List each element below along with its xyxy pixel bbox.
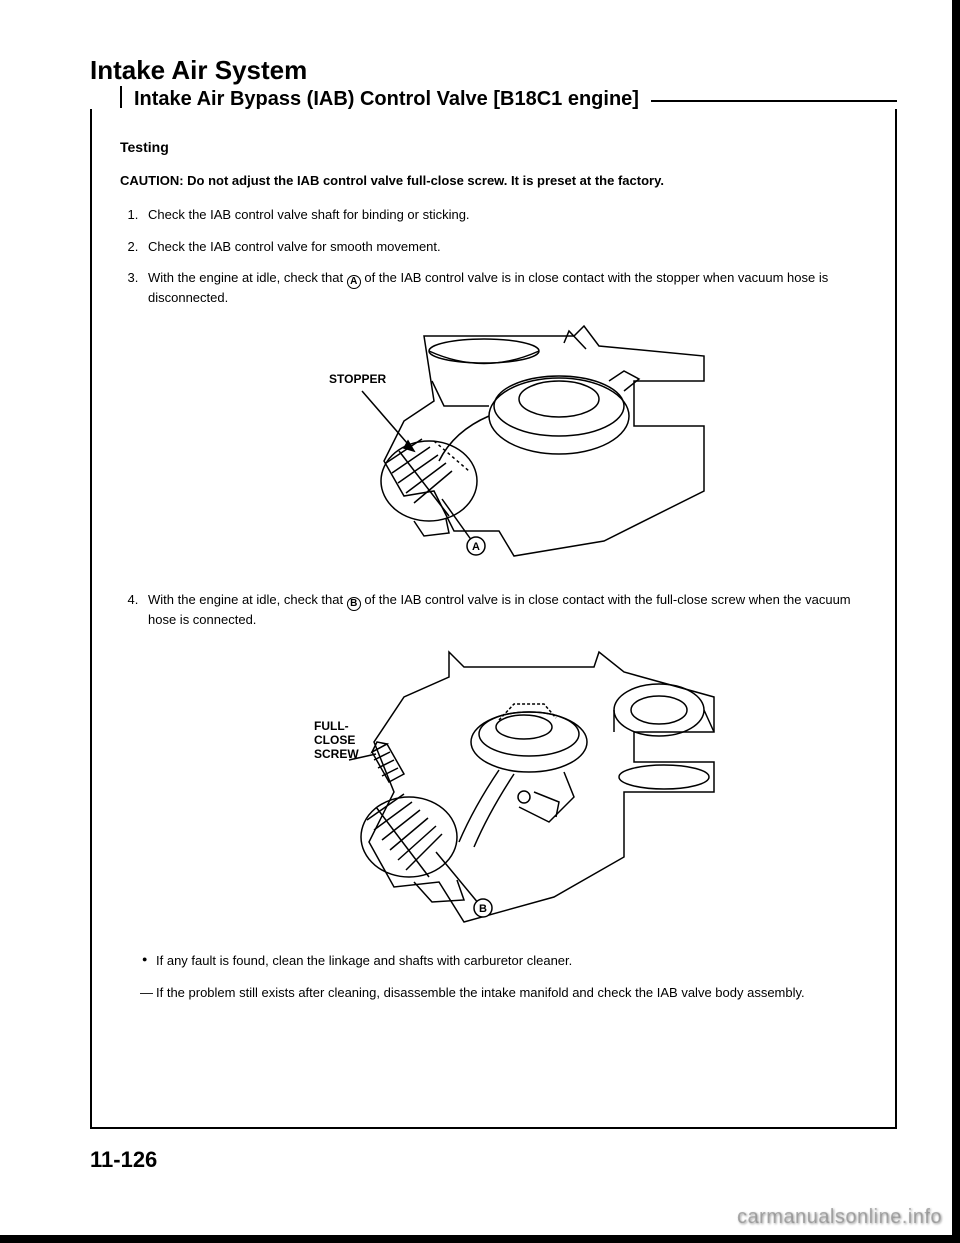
watermark: carmanualsonline.info <box>737 1206 942 1229</box>
subtitle-row: Intake Air Bypass (IAB) Control Valve [B… <box>120 88 897 111</box>
caution-label: CAUTION: <box>120 173 184 188</box>
full-close-label-3: SCREW <box>314 747 359 761</box>
page-title: Intake Air System <box>90 55 897 86</box>
content-box: Testing CAUTION: Do not adjust the IAB c… <box>90 109 897 1129</box>
marker-b-label: B <box>479 903 487 915</box>
stopper-label: STOPPER <box>329 372 386 386</box>
caution-text: Do not adjust the IAB control valve full… <box>187 173 664 188</box>
diagram-2: B FULL- CLOSE SCREW <box>120 642 867 932</box>
page-number: 11-126 <box>90 1147 897 1173</box>
steps-list-2: With the engine at idle, check that B of… <box>120 591 867 629</box>
caution-line: CAUTION: Do not adjust the IAB control v… <box>120 173 867 188</box>
manual-page: Intake Air System Intake Air Bypass (IAB… <box>0 0 952 1235</box>
step-1: Check the IAB control valve shaft for bi… <box>142 206 867 224</box>
section-header: Testing <box>120 139 867 155</box>
dash-note: If the problem still exists after cleani… <box>142 984 867 1002</box>
marker-b-icon: B <box>347 597 361 611</box>
marker-a-icon: A <box>347 275 361 289</box>
step-4: With the engine at idle, check that B of… <box>142 591 867 629</box>
step-3: With the engine at idle, check that A of… <box>142 269 867 307</box>
bullet-note: If any fault is found, clean the linkage… <box>142 952 867 970</box>
diagram-1: A STOPPER <box>120 321 867 571</box>
page-subtitle: Intake Air Bypass (IAB) Control Valve [B… <box>134 88 639 111</box>
stopper-diagram: A STOPPER <box>274 321 714 571</box>
steps-list: Check the IAB control valve shaft for bi… <box>120 206 867 307</box>
full-close-label-2: CLOSE <box>314 733 355 747</box>
marker-a-label: A <box>472 541 480 553</box>
full-close-label-1: FULL- <box>314 719 349 733</box>
full-close-screw-diagram: B FULL- CLOSE SCREW <box>264 642 724 932</box>
step-2: Check the IAB control valve for smooth m… <box>142 238 867 256</box>
